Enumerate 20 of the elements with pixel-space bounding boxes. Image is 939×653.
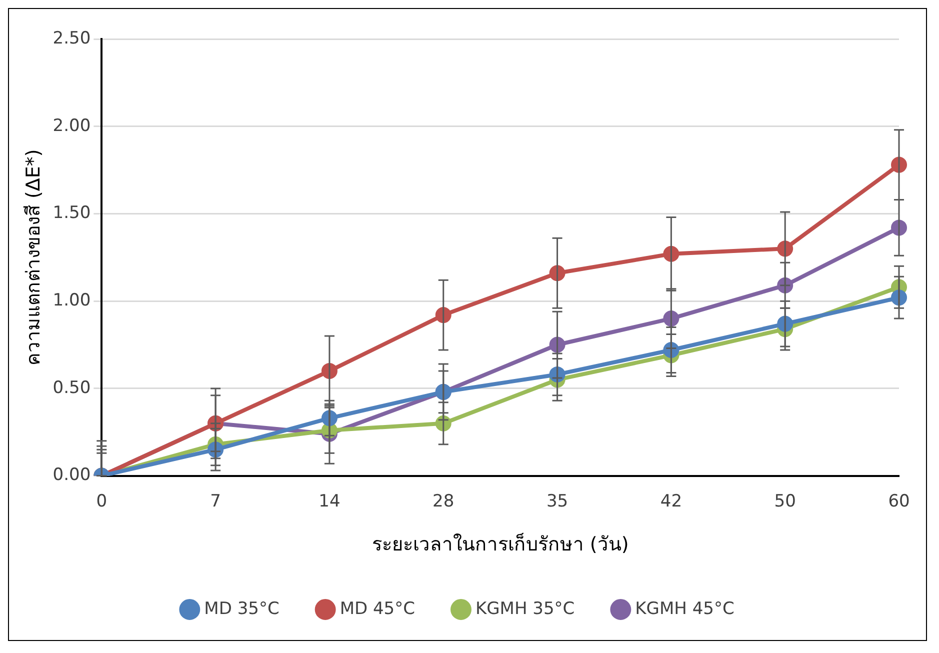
legend-label: MD 35°C bbox=[204, 598, 280, 619]
x-tick-label: 50 bbox=[774, 491, 796, 512]
legend-label: KGMH 35°C bbox=[475, 598, 575, 619]
x-tick-label: 42 bbox=[660, 491, 682, 512]
x-tick-label: 35 bbox=[546, 491, 568, 512]
x-tick-label: 0 bbox=[96, 491, 108, 512]
legend-label: KGMH 45°C bbox=[635, 598, 734, 619]
x-tick-label: 14 bbox=[318, 491, 340, 512]
x-tick-label: 60 bbox=[888, 491, 910, 512]
y-tick-label: 2.00 bbox=[52, 116, 91, 136]
y-tick-label: 0.50 bbox=[52, 378, 91, 398]
x-tick-label: 7 bbox=[210, 491, 221, 512]
y-tick-label: 1.50 bbox=[52, 203, 91, 224]
y-tick-label: 1.00 bbox=[52, 290, 91, 310]
x-tick-label: 28 bbox=[432, 491, 454, 512]
legend-label: MD 45°C bbox=[340, 598, 415, 619]
y-tick-label: 2.50 bbox=[52, 28, 91, 48]
y-axis-title: ความแตกต่างของสี (ΔE*) bbox=[22, 149, 44, 366]
y-tick-label: 0.00 bbox=[52, 465, 91, 486]
x-axis-title: ระยะเวลาในการเก็บรักษา (วัน) bbox=[372, 532, 629, 556]
